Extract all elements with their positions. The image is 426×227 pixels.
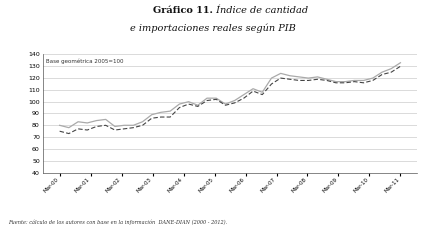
Text: Índice de cantidad: Índice de cantidad: [213, 6, 308, 15]
Text: Base geométrica 2005=100: Base geométrica 2005=100: [46, 58, 124, 64]
Text: e importaciones reales según PIB: e importaciones reales según PIB: [130, 24, 296, 33]
Text: Gráfico 11.: Gráfico 11.: [153, 6, 213, 15]
Text: Fuente: cálculo de los autores con base en la información  DANE-DIAN (2000 - 201: Fuente: cálculo de los autores con base …: [9, 219, 228, 225]
